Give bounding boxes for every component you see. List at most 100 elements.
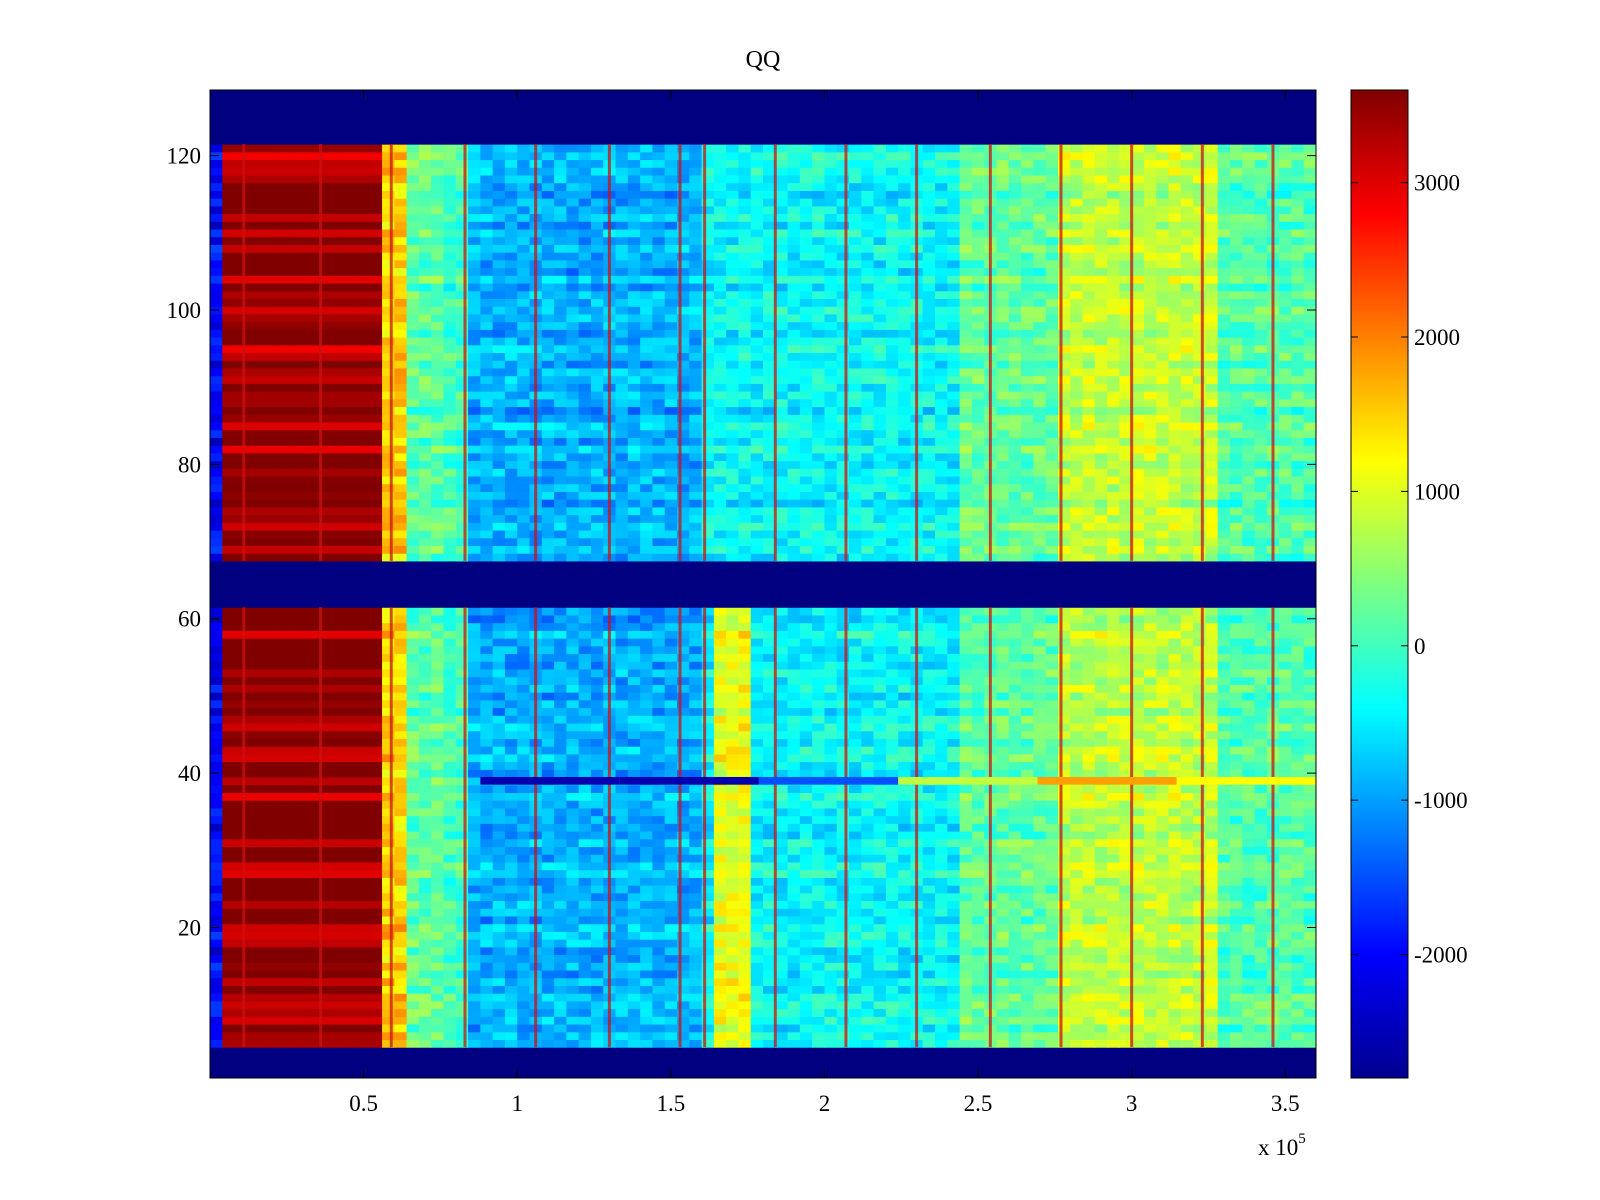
heatmap-cell xyxy=(947,692,961,701)
heatmap-cell xyxy=(1168,638,1182,647)
heatmap-cell xyxy=(590,707,604,716)
heatmap-cell xyxy=(836,1039,850,1048)
heatmap-cell xyxy=(210,969,223,979)
heatmap-cell xyxy=(1033,946,1047,956)
heatmap-cell xyxy=(394,815,408,824)
heatmap-cell xyxy=(1205,908,1219,917)
heatmap-cell xyxy=(1057,885,1071,894)
heatmap-cell xyxy=(861,993,875,1002)
heatmap-cell xyxy=(1279,707,1293,716)
heatmap-cell xyxy=(1156,738,1170,747)
heatmap-cell xyxy=(1131,931,1145,940)
heatmap-cell xyxy=(640,923,653,932)
heatmap-cell xyxy=(1303,908,1316,917)
heatmap-cell xyxy=(701,807,715,817)
heatmap-cell xyxy=(406,730,420,739)
heatmap-cell xyxy=(971,908,985,917)
heatmap-cell xyxy=(676,854,690,863)
heatmap-cell xyxy=(836,807,850,817)
heatmap-cell xyxy=(296,831,309,840)
heatmap-cell xyxy=(922,869,936,878)
heatmap-cell xyxy=(394,923,408,932)
heatmap-cell xyxy=(1107,707,1120,716)
heatmap-cell xyxy=(283,715,297,724)
heatmap-cell xyxy=(296,676,309,685)
heatmap-cell xyxy=(406,892,420,902)
heatmap-cell xyxy=(738,661,752,670)
heatmap-cell xyxy=(283,877,297,886)
heatmap-empty-row xyxy=(210,1047,1316,1056)
heatmap-cell xyxy=(517,969,531,979)
heatmap-cell xyxy=(271,846,285,855)
heatmap-cell xyxy=(996,977,1010,986)
heatmap-cell xyxy=(689,846,703,855)
heatmap-cell xyxy=(627,1039,641,1048)
heatmap-cell xyxy=(443,800,457,809)
heatmap-cell xyxy=(787,1039,801,1048)
heatmap-cell xyxy=(554,738,567,747)
heatmap-cell xyxy=(1205,645,1219,655)
heatmap-cell xyxy=(271,993,285,1002)
heatmap-cell xyxy=(1242,668,1256,678)
heatmap-cell xyxy=(492,900,506,909)
heatmap-cell xyxy=(763,1016,776,1025)
heatmap-cell xyxy=(246,715,260,724)
heatmap-cell xyxy=(1107,831,1120,840)
heatmap-cell xyxy=(283,630,297,639)
heatmap-cell xyxy=(492,915,506,925)
heatmap-cell xyxy=(1180,854,1194,863)
heatmap-cell xyxy=(504,923,518,932)
heatmap-cell xyxy=(1131,915,1145,925)
heatmap-cell xyxy=(959,831,973,840)
heatmap-cell xyxy=(283,638,297,647)
heatmap-cell xyxy=(1070,769,1084,778)
heatmap-cell xyxy=(590,877,604,886)
heatmap-cell xyxy=(898,915,912,925)
heatmap-cell xyxy=(1279,792,1293,801)
heatmap-cell xyxy=(259,946,273,956)
heatmap-cell xyxy=(799,784,813,794)
heatmap-cell xyxy=(394,614,408,624)
heatmap-cell xyxy=(726,993,740,1002)
heatmap-cell xyxy=(517,962,531,971)
heatmap-cell xyxy=(1291,1039,1305,1048)
heatmap-cell xyxy=(1021,815,1034,824)
heatmap-cell xyxy=(947,784,961,794)
heatmap-cell xyxy=(750,746,764,755)
heatmap-cell xyxy=(861,668,875,678)
heatmap-cell xyxy=(1082,645,1096,655)
heatmap-cell xyxy=(418,730,432,739)
heatmap-cell xyxy=(517,823,531,832)
heatmap-cell xyxy=(246,977,260,986)
heatmap-cell xyxy=(222,784,236,794)
heatmap-cell xyxy=(1303,653,1316,662)
heatmap-cell xyxy=(1180,730,1194,739)
heatmap-cell xyxy=(504,969,518,979)
heatmap-cell xyxy=(259,653,273,662)
heatmap-cell xyxy=(1254,977,1268,986)
heatmap-cell xyxy=(554,661,567,670)
heatmap-cell xyxy=(1143,946,1157,956)
heatmap-cell xyxy=(271,861,285,871)
heatmap-cell xyxy=(296,1008,309,1017)
heatmap-cell xyxy=(1279,923,1293,932)
heatmap-cell xyxy=(750,1023,764,1033)
heatmap-cell xyxy=(1107,1039,1120,1048)
heatmap-cell xyxy=(468,946,481,956)
heatmap-cell xyxy=(1193,715,1206,724)
heatmap-cell xyxy=(664,699,678,709)
heatmap-cell xyxy=(517,908,531,917)
heatmap-cell xyxy=(947,854,961,863)
heatmap-cell xyxy=(590,915,604,925)
heatmap-cell xyxy=(726,738,740,747)
heatmap-cell xyxy=(468,931,481,940)
heatmap-cell xyxy=(578,861,592,871)
heatmap-cell xyxy=(971,838,985,848)
heatmap-cell xyxy=(713,645,727,655)
heatmap-cell xyxy=(369,993,383,1002)
heatmap-cell xyxy=(898,1039,912,1048)
heatmap-cell xyxy=(554,684,567,693)
heatmap-cell xyxy=(996,753,1010,763)
heatmap-cell xyxy=(1033,815,1047,824)
heatmap-cell xyxy=(394,962,408,971)
